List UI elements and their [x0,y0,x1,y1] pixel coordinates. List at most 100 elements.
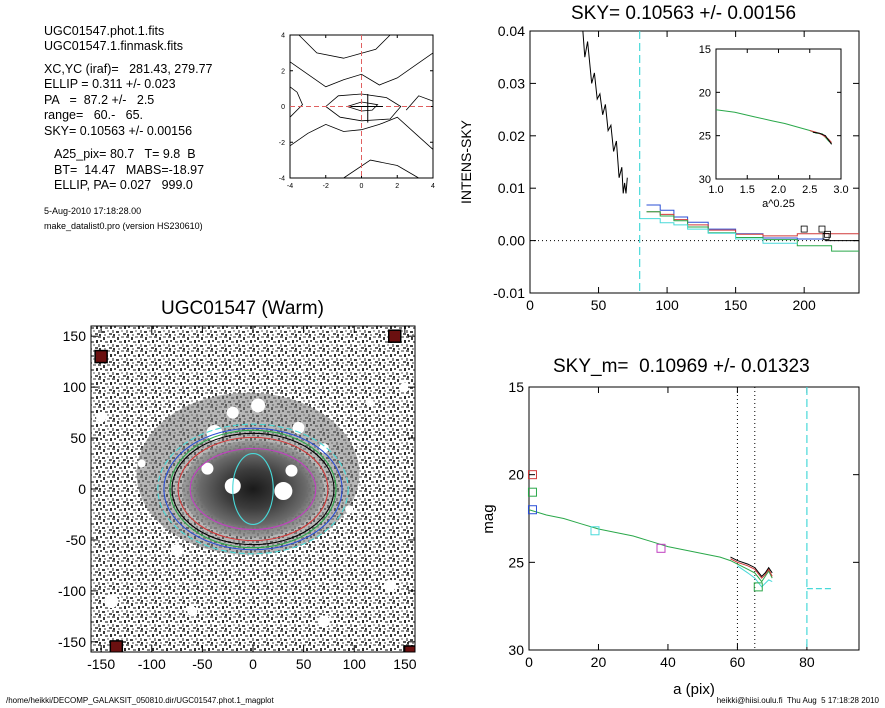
header-xcyc: XC,YC (iraf)= 281.43, 279.77 [44,62,213,76]
contour-ytick-label: -2 [279,140,285,147]
masked-star [318,443,329,454]
inset-frame [715,48,842,180]
profile-series [639,218,798,244]
contour-line [347,101,379,112]
inset-xtick-label: 1.0 [708,184,723,196]
contour-ytick-label: 2 [281,68,285,75]
mag-xtick-label: 20 [591,654,607,670]
header-ellip-pa: ELLIP, PA= 0.027 999.0 [54,178,193,192]
profile-ytick-label: 0.02 [498,128,525,144]
header-a25: A25_pix= 80.7 T= 9.8 B [54,147,196,161]
contour-line [405,95,434,111]
masked-star [345,505,354,514]
image-ytick-label: -150 [58,634,86,650]
masked-star [187,606,198,617]
inset-xtick-label: 1.5 [740,184,755,196]
mag-xtick-label: 80 [799,654,815,670]
mag-marker [656,543,666,553]
header-range: range= 60.- 65. [44,108,144,122]
masked-star [365,398,374,407]
masked-star [317,615,330,628]
masked-star [96,412,107,423]
inset-xtick-label: 2.5 [802,184,817,196]
masked-star [171,544,184,557]
profile-series [582,31,628,194]
isophote-ellipse [169,429,337,549]
profile-series [646,211,859,252]
image-ytick-label: 0 [78,481,86,497]
mag-ytick-label: 15 [508,379,524,395]
inset-ytick-label: 25 [699,131,711,143]
profile-xtick-label: 200 [792,297,816,313]
contour-xtick-label: 0 [360,183,364,190]
profile-marker [818,225,826,233]
image-ytick-label: -50 [66,532,86,548]
mag-marker [590,526,600,536]
contour-xtick-label: 2 [395,183,399,190]
isophote-ellipse [157,423,349,555]
magnitude-profile-plot: 0 20 40 60 80 15 20 25 30 a (pix) mag [480,379,860,698]
footer-path: /home/heikki/DECOMP_GALAKSIT_050810.dir/… [6,696,274,705]
profile-xtick-label: 150 [724,297,748,313]
corner-marker [94,349,108,364]
inset-ytick-label: 15 [699,44,711,56]
galaxy-body [182,440,324,538]
mag-ytick-label: 30 [508,642,524,658]
contour-xtick-label: 4 [431,183,435,190]
contour-line [289,52,434,88]
inset-series [812,131,833,145]
profile-ytick-label: 0.01 [498,180,525,196]
contour-line [289,86,303,118]
image-xtick-label: 50 [296,656,312,672]
galaxy-image-plot: -150 -100 -50 0 50 100 150 -150 -100 -50 0 50 100 150 [58,325,417,672]
masked-star [274,482,293,501]
image-ytick-label: -100 [58,583,86,599]
profile-xtick-label: 50 [591,297,607,313]
contour-line [289,116,434,150]
profile-ytick-label: 0.00 [498,233,525,249]
image-xtick-label: 150 [393,656,417,672]
image-xtick-label: -150 [87,656,115,672]
profile-marker [800,225,808,233]
mag-series [730,558,773,579]
inset-ytick-label: 30 [699,174,711,186]
header-file-1: UGC01547.phot.1.fits [44,24,165,38]
header-ellip: ELLIP = 0.311 +/- 0.023 [44,77,176,91]
contour-line [325,93,402,122]
mag-xtick-label: 0 [525,654,533,670]
profile-xtick-label: 0 [526,297,534,313]
contour-ytick-label: 4 [281,33,285,40]
inset-xtick-label: 2.0 [771,184,786,196]
header-pa: PA = 87.2 +/- 2.5 [44,93,155,107]
mag-frame [528,386,860,651]
inset-xtick-label: 3.0 [833,184,848,196]
masked-star [104,594,119,609]
image-content [91,326,415,652]
mag-marker [527,487,537,497]
masked-star [201,462,214,475]
mag-xtick-label: 40 [660,654,676,670]
image-xtick-label: 0 [249,656,257,672]
isophote-ellipse [163,427,343,551]
mag-marker [753,582,763,592]
image-xtick-label: -50 [192,656,212,672]
mag-ylabel: mag [480,504,497,533]
header-program: make_datalist0.pro (version HS230610) [44,221,203,231]
profile-marker [822,233,830,240]
profile-xtick-label: 100 [655,297,679,313]
mag-title: SKY_m= 0.10969 +/- 0.01323 [553,356,810,377]
intensity-profile-plot: 0 50 100 150 200 -0.01 0.00 0.01 0.02 0.03 0.04 INT… [458,23,860,313]
masked-star [292,421,305,434]
image-title: UGC01547 (Warm) [161,298,324,319]
mag-series [730,556,773,578]
contour-line [298,34,391,59]
isophote-ellipse [232,453,274,525]
mag-series [529,509,773,583]
inset-ytick-label: 20 [699,87,711,99]
corner-marker [109,640,124,652]
corner-marker [388,329,402,343]
profile-frame [529,30,860,294]
masked-star [383,579,396,592]
isophote-ellipse [189,447,317,531]
